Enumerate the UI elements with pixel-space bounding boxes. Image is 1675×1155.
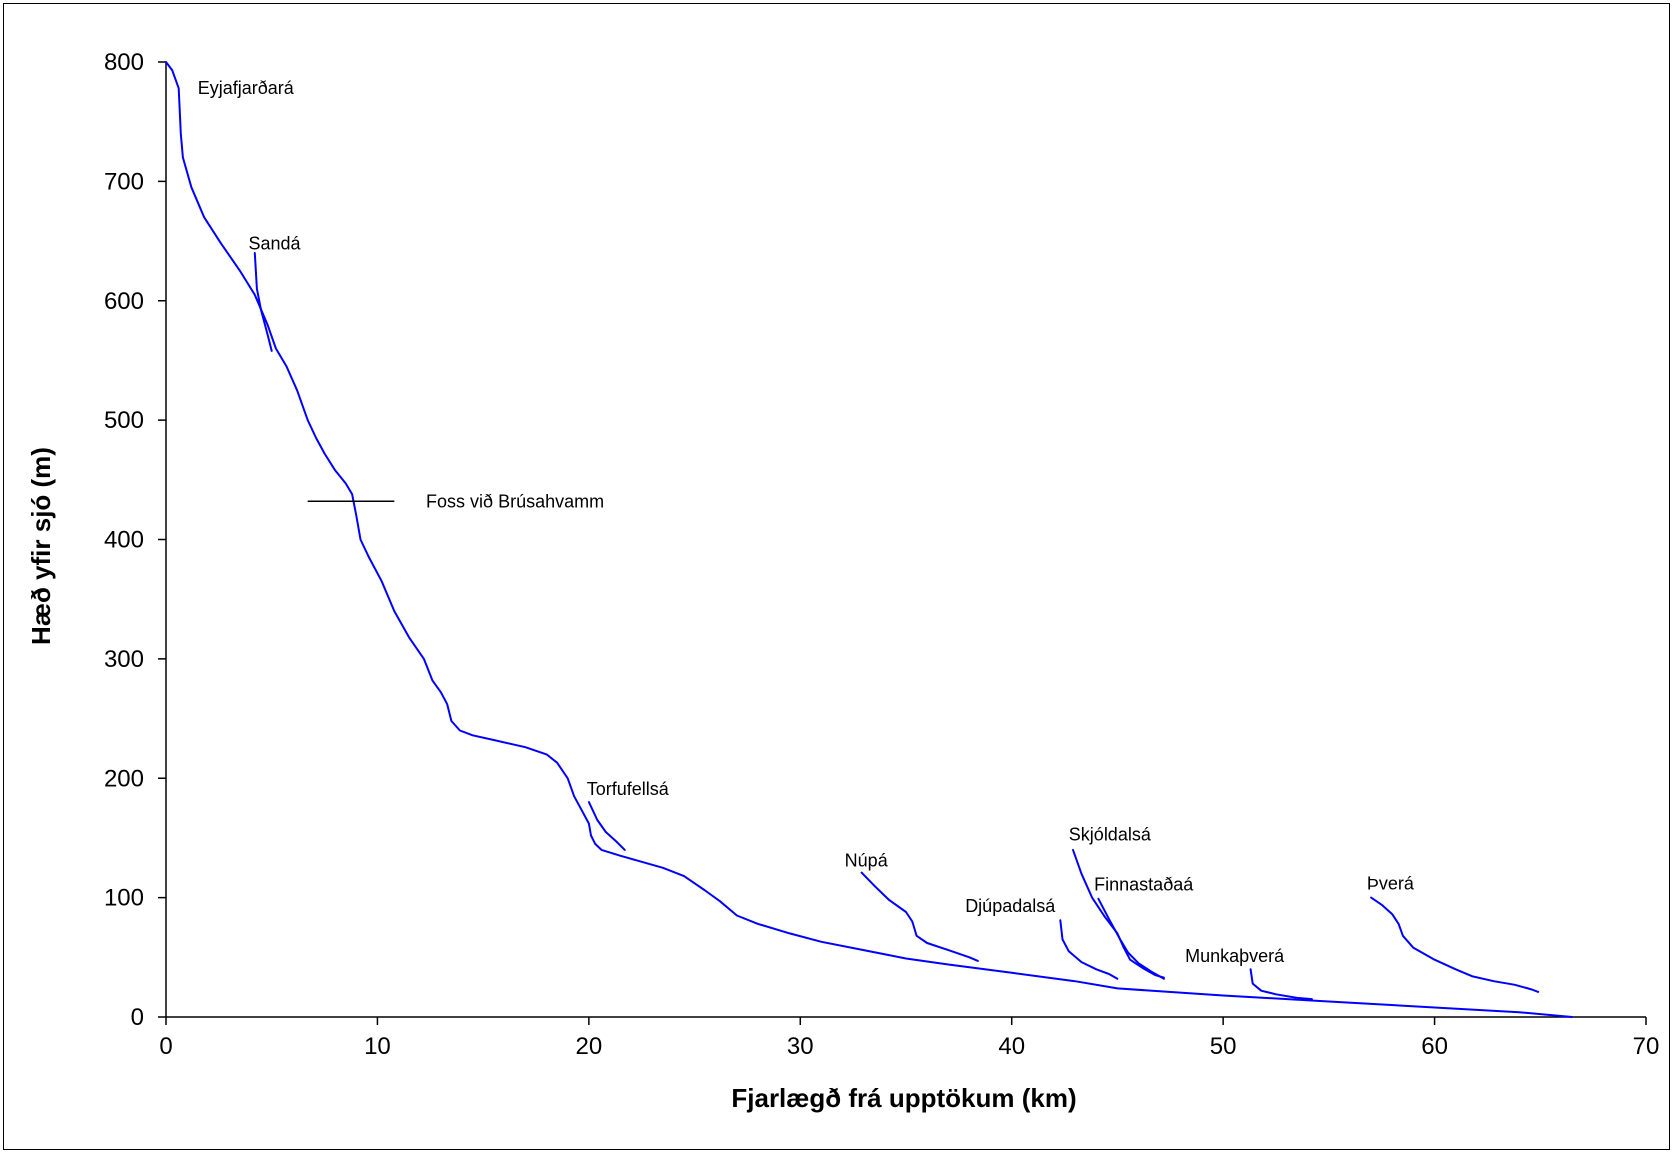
annotation-label: Djúpadalsá bbox=[965, 896, 1056, 916]
y-tick-label: 700 bbox=[104, 168, 144, 195]
series-line-0 bbox=[165, 61, 1573, 1018]
x-tick-label: 60 bbox=[1421, 1033, 1448, 1060]
x-ticks: 0 10 20 30 40 50 60 70 bbox=[159, 1017, 1659, 1060]
x-tick-label: 30 bbox=[787, 1033, 814, 1060]
y-tick-label: 400 bbox=[104, 527, 144, 554]
y-tick-label: 500 bbox=[104, 407, 144, 434]
annotation-label: Sandá bbox=[248, 233, 301, 253]
y-axis-title: Hæð yfir sjó (m) bbox=[26, 447, 56, 645]
series-line-3 bbox=[860, 871, 979, 962]
annotation-label: Finnastaðaá bbox=[1094, 874, 1194, 894]
annotation-label: Munkaþverá bbox=[1185, 946, 1285, 966]
annotation-label: Eyjafjarðará bbox=[198, 78, 295, 98]
series-line-2 bbox=[587, 801, 626, 851]
annotation-label: Núpá bbox=[845, 851, 889, 871]
x-axis-title: Fjarlægð frá upptökum (km) bbox=[731, 1083, 1076, 1113]
y-tick-label: 600 bbox=[104, 288, 144, 315]
series-line-8 bbox=[1370, 896, 1540, 993]
series-line-7 bbox=[1249, 968, 1313, 1001]
series-line-6 bbox=[1097, 897, 1165, 980]
x-tick-label: 10 bbox=[364, 1033, 391, 1060]
series-line-1 bbox=[253, 252, 273, 352]
annotation-label: Foss við Brúsahvamm bbox=[426, 491, 604, 511]
y-tick-label: 0 bbox=[131, 1004, 144, 1031]
chart-frame bbox=[3, 3, 1670, 1150]
annotation-label: Þverá bbox=[1367, 873, 1415, 893]
y-tick-label: 100 bbox=[104, 885, 144, 912]
y-tick-label: 300 bbox=[104, 646, 144, 673]
plot-area: 0 10 20 30 40 50 60 70 0 100 200 300 400 500 600 700 80… bbox=[104, 49, 1659, 1060]
x-tick-label: 20 bbox=[576, 1033, 603, 1060]
x-tick-label: 50 bbox=[1210, 1033, 1237, 1060]
series-line-5 bbox=[1072, 848, 1165, 979]
annotation-label: Skjóldalsá bbox=[1069, 824, 1152, 844]
series-group bbox=[165, 61, 1573, 1018]
x-tick-label: 40 bbox=[998, 1033, 1025, 1060]
x-tick-label: 70 bbox=[1633, 1033, 1660, 1060]
y-tick-label: 200 bbox=[104, 765, 144, 792]
annotation-label: Torfufellsá bbox=[587, 779, 670, 799]
y-tick-label: 800 bbox=[104, 49, 144, 76]
y-ticks: 0 100 200 300 400 500 600 700 800 bbox=[104, 49, 166, 1031]
series-line-4 bbox=[1059, 919, 1119, 980]
annotations: Eyjafjarðará Sandá Foss við Brúsahvamm Torf… bbox=[198, 78, 1415, 966]
x-tick-label: 0 bbox=[159, 1033, 172, 1060]
